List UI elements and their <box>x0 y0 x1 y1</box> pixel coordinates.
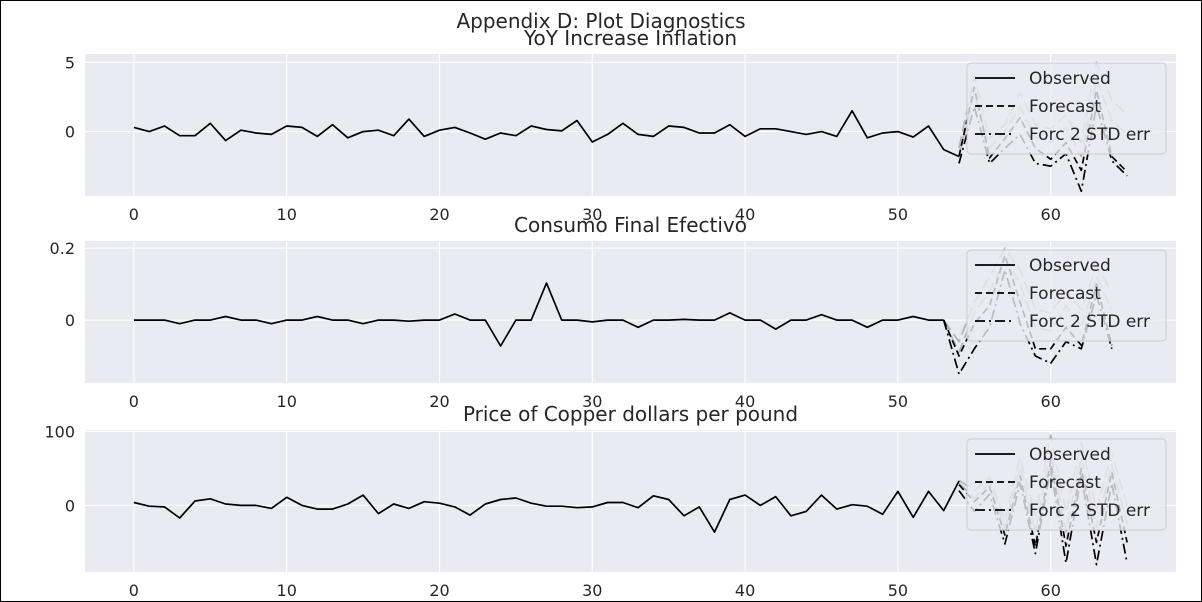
figure-title: Appendix D: Plot Diagnostics <box>456 9 745 33</box>
x-tick-label: 0 <box>129 581 139 600</box>
legend-label: Observed <box>1029 445 1111 465</box>
series-line-observed <box>133 109 960 158</box>
subplot-3: 0 10 20 30 40 50 60 100 0 Price of Copper dollars… <box>44 402 1176 600</box>
x-tick-label: 40 <box>735 392 755 411</box>
x-tick-label: 30 <box>582 205 602 224</box>
legend-box <box>966 62 1167 155</box>
x-tick-label: 20 <box>429 392 449 411</box>
x-tick-label: 10 <box>277 205 297 224</box>
legend-label: Forc 2 STD err <box>1029 125 1150 145</box>
y-tick-label: 0 <box>65 123 75 142</box>
legend-box <box>966 249 1167 342</box>
x-tick-label: 40 <box>735 205 755 224</box>
x-tick-label: 20 <box>429 205 449 224</box>
x-tick-label: 60 <box>1041 392 1061 411</box>
x-tick-label: 50 <box>888 392 908 411</box>
y-tick-label: 5 <box>65 53 75 72</box>
legend: Observed Forecast Forc 2 STD err <box>966 438 1167 531</box>
y-tick-label: 0 <box>65 311 75 330</box>
x-tick-label: 10 <box>277 581 297 600</box>
y-tick-label: 0 <box>65 496 75 515</box>
x-tick-label: 30 <box>582 392 602 411</box>
x-tick-label: 0 <box>129 392 139 411</box>
x-tick-label: 20 <box>429 581 449 600</box>
x-tick-label: 60 <box>1041 581 1061 600</box>
x-tick-label: 40 <box>735 581 755 600</box>
legend-label: Forc 2 STD err <box>1029 312 1150 332</box>
subplot-2: 0 10 20 30 40 50 60 0.2 0 Consumo Final Efectivo O… <box>50 213 1176 411</box>
x-tick-label: 10 <box>277 392 297 411</box>
legend-label: Forecast <box>1029 473 1101 493</box>
subplot-title: Price of Copper dollars per pound <box>463 402 798 426</box>
y-tick-label: 100 <box>44 422 75 441</box>
legend-label: Forc 2 STD err <box>1029 501 1150 521</box>
x-tick-label: 50 <box>888 205 908 224</box>
series-line-observed <box>133 480 960 533</box>
y-tick-label: 0.2 <box>50 239 75 258</box>
legend-label: Forecast <box>1029 284 1101 304</box>
legend-box <box>966 438 1167 531</box>
legend-label: Forecast <box>1029 97 1101 117</box>
x-tick-label: 50 <box>888 581 908 600</box>
legend-label: Observed <box>1029 256 1111 276</box>
legend: Observed Forecast Forc 2 STD err <box>966 249 1167 342</box>
x-tick-label: 0 <box>129 205 139 224</box>
legend: Observed Forecast Forc 2 STD err <box>966 62 1167 155</box>
series-line-observed <box>133 282 944 347</box>
legend-label: Observed <box>1029 69 1111 89</box>
subplot-title: Consumo Final Efectivo <box>514 213 747 237</box>
subplot-title: YoY Increase Inflation <box>523 26 737 50</box>
x-tick-label: 60 <box>1041 205 1061 224</box>
x-tick-label: 30 <box>582 581 602 600</box>
